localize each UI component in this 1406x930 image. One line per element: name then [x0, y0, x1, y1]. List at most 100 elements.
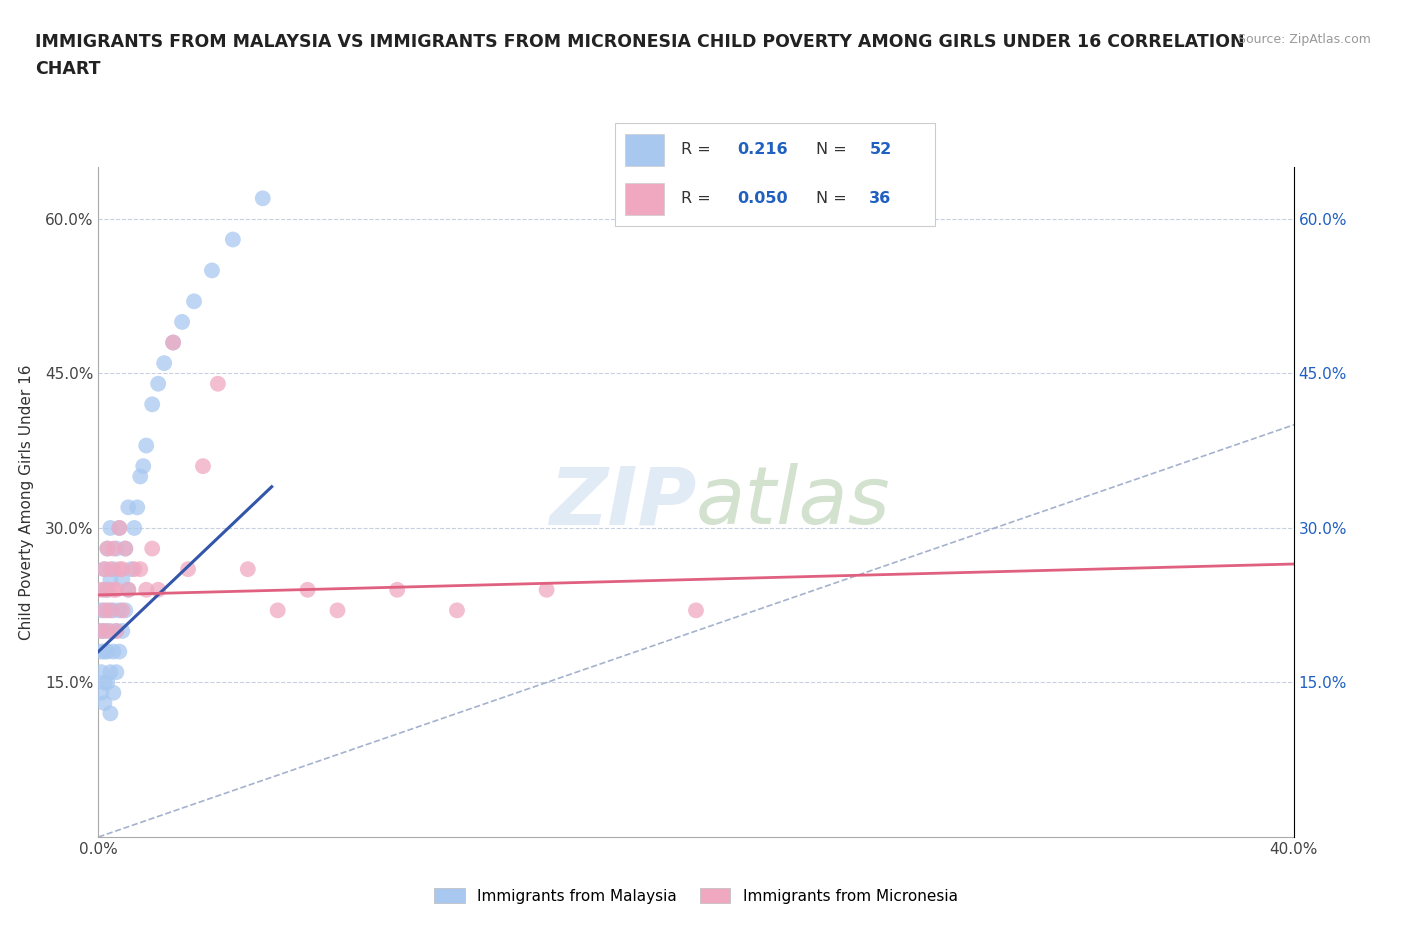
Point [162, 335, 184, 350]
Point [132, 458, 155, 473]
Point [162, 335, 184, 350]
Point [135, 438, 157, 453]
Point [120, 562, 142, 577]
Point [93, 582, 115, 597]
Point [148, 582, 170, 597]
Point [103, 562, 125, 577]
Text: R =: R = [681, 192, 716, 206]
Point [111, 623, 134, 638]
Text: IMMIGRANTS FROM MALAYSIA VS IMMIGRANTS FROM MICRONESIA CHILD POVERTY AMONG GIRLS: IMMIGRANTS FROM MALAYSIA VS IMMIGRANTS F… [35, 33, 1244, 50]
Point [103, 541, 125, 556]
Point [90, 603, 112, 618]
Point [96, 541, 118, 556]
Point [114, 541, 136, 556]
Point [100, 623, 122, 638]
Point [103, 644, 125, 659]
Point [236, 562, 259, 577]
Point [100, 521, 122, 536]
Bar [624, 183, 665, 215]
Point [90, 665, 112, 680]
Point [129, 562, 152, 577]
Text: ZIP: ZIP [548, 463, 696, 541]
Point [100, 706, 122, 721]
FancyBboxPatch shape [614, 123, 935, 226]
Point [114, 541, 136, 556]
Y-axis label: Child Poverty Among Girls Under 16: Child Poverty Among Girls Under 16 [18, 365, 34, 640]
Text: CHART: CHART [35, 60, 101, 78]
Text: atlas: atlas [696, 463, 891, 541]
Point [117, 582, 139, 597]
Text: R =: R = [681, 142, 716, 157]
Point [93, 623, 115, 638]
Point [129, 469, 152, 484]
Point [385, 582, 409, 597]
Point [103, 685, 125, 700]
Point [105, 623, 128, 638]
Point [105, 665, 128, 680]
Point [326, 603, 349, 618]
Point [93, 603, 115, 618]
Point [172, 314, 194, 329]
Point [207, 377, 229, 392]
Point [153, 355, 176, 370]
Point [93, 644, 115, 659]
Point [96, 623, 118, 638]
Point [135, 582, 157, 597]
Point [141, 541, 163, 556]
Point [103, 603, 125, 618]
Point [536, 582, 558, 597]
Point [90, 685, 112, 700]
Point [100, 603, 122, 618]
Text: Source: ZipAtlas.com: Source: ZipAtlas.com [1237, 33, 1371, 46]
Bar [624, 134, 665, 166]
Text: N =: N = [817, 142, 852, 157]
Point [114, 603, 136, 618]
Point [201, 263, 224, 278]
Point [96, 644, 118, 659]
Point [252, 191, 274, 206]
Point [90, 623, 112, 638]
Point [96, 541, 118, 556]
Point [108, 644, 131, 659]
Point [124, 521, 146, 536]
Point [93, 562, 115, 577]
Point [191, 458, 214, 473]
Point [90, 582, 112, 597]
Point [183, 294, 205, 309]
Point [105, 541, 128, 556]
Point [111, 562, 134, 577]
Point [177, 562, 200, 577]
Point [108, 603, 131, 618]
Point [90, 644, 112, 659]
Point [108, 521, 131, 536]
Point [117, 500, 139, 515]
Point [93, 696, 115, 711]
Point [148, 377, 170, 392]
Point [685, 603, 707, 618]
Point [222, 232, 245, 247]
Point [96, 603, 118, 618]
Point [127, 500, 149, 515]
Point [111, 572, 134, 587]
Point [141, 397, 163, 412]
Text: 0.050: 0.050 [737, 192, 787, 206]
Legend: Immigrants from Malaysia, Immigrants from Micronesia: Immigrants from Malaysia, Immigrants fro… [429, 882, 963, 910]
Point [108, 521, 131, 536]
Point [297, 582, 319, 597]
Point [93, 562, 115, 577]
Text: 0.216: 0.216 [737, 142, 787, 157]
Point [105, 582, 128, 597]
Point [117, 582, 139, 597]
Point [93, 675, 115, 690]
Point [96, 582, 118, 597]
Text: 52: 52 [869, 142, 891, 157]
Text: N =: N = [817, 192, 852, 206]
Point [108, 562, 131, 577]
Point [100, 665, 122, 680]
Point [96, 582, 118, 597]
Point [111, 603, 134, 618]
Point [124, 562, 146, 577]
Point [267, 603, 290, 618]
Point [105, 623, 128, 638]
Point [100, 562, 122, 577]
